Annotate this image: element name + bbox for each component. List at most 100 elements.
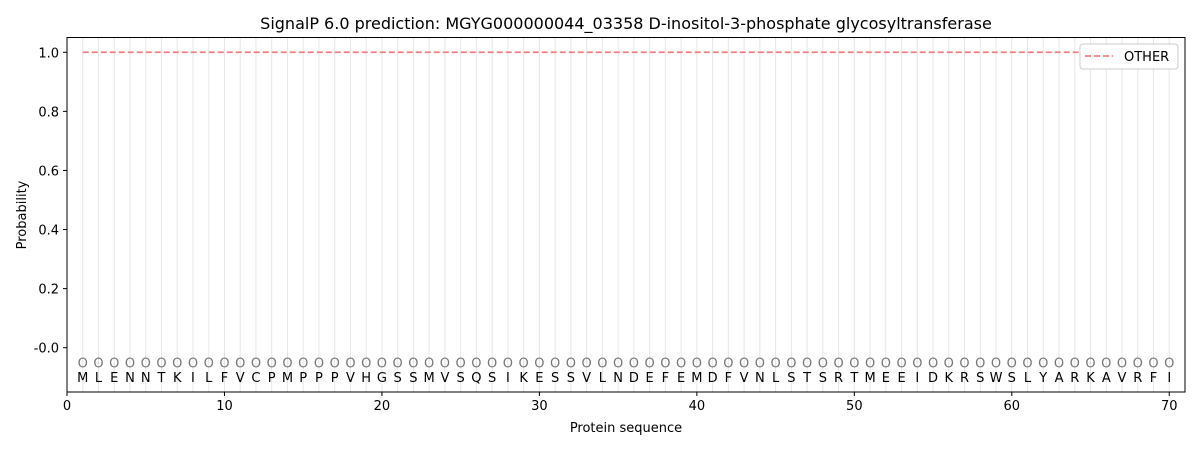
residue-label: N: [613, 371, 623, 386]
predicted-label-mark: O: [1085, 356, 1095, 371]
predicted-label-mark: O: [755, 356, 765, 371]
predicted-label-mark: O: [1038, 356, 1048, 371]
residue-label: M: [77, 371, 88, 386]
predicted-label-mark: O: [267, 356, 277, 371]
residue-label: E: [646, 371, 654, 386]
y-tick-label: 0.6: [38, 164, 59, 179]
residue-label: R: [1070, 371, 1079, 386]
residue-label: I: [1167, 371, 1171, 386]
predicted-label-mark: O: [550, 356, 560, 371]
residue-label: F: [1150, 371, 1157, 386]
residue-label: N: [125, 371, 135, 386]
x-tick-label: 60: [1004, 399, 1021, 414]
residue-label: Q: [471, 371, 481, 386]
predicted-label-mark: O: [330, 356, 340, 371]
x-tick-label: 0: [63, 399, 71, 414]
predicted-label-mark: O: [802, 356, 812, 371]
residue-label: P: [315, 371, 323, 386]
predicted-label-mark: O: [156, 356, 166, 371]
residue-label: M: [424, 371, 435, 386]
residue-label: W: [990, 371, 1003, 386]
residue-label: V: [582, 371, 591, 386]
residue-label: E: [677, 371, 685, 386]
predicted-label-mark: O: [204, 356, 214, 371]
residue-label: R: [834, 371, 843, 386]
residue-label: S: [409, 371, 417, 386]
predicted-label-mark: O: [786, 356, 796, 371]
predicted-label-mark: O: [1070, 356, 1080, 371]
predicted-label-mark: O: [1117, 356, 1127, 371]
y-tick-label: 0.2: [38, 283, 59, 298]
residue-label: T: [157, 371, 166, 386]
predicted-label-mark: O: [723, 356, 733, 371]
predicted-label-mark: O: [991, 356, 1001, 371]
y-tick-label: -0.0: [34, 342, 59, 357]
residue-label: S: [394, 371, 402, 386]
residue-label: A: [1055, 371, 1064, 386]
residue-label: E: [535, 371, 543, 386]
x-tick-label: 40: [689, 399, 706, 414]
predicted-label-mark: O: [282, 356, 292, 371]
residue-label: S: [567, 371, 575, 386]
predicted-label-mark: O: [912, 356, 922, 371]
predicted-label-mark: O: [487, 356, 497, 371]
residue-label: P: [268, 371, 276, 386]
legend-other-label: OTHER: [1124, 50, 1169, 65]
predicted-label-mark: O: [408, 356, 418, 371]
predicted-label-mark: O: [78, 356, 88, 371]
residue-label: M: [691, 371, 702, 386]
residue-label: N: [755, 371, 765, 386]
predicted-label-mark: O: [707, 356, 717, 371]
predicted-label-mark: O: [251, 356, 261, 371]
residue-label: H: [361, 371, 371, 386]
residue-label: M: [282, 371, 293, 386]
predicted-label-mark: O: [424, 356, 434, 371]
residue-label: E: [110, 371, 118, 386]
predicted-label-mark: O: [393, 356, 403, 371]
residue-label: D: [629, 371, 639, 386]
y-tick-label: 1.0: [38, 46, 59, 61]
plot-frame: [66, 37, 1186, 393]
residue-label: L: [1024, 371, 1032, 386]
residue-label: L: [772, 371, 780, 386]
predicted-label-mark: O: [503, 356, 513, 371]
residue-label: P: [299, 371, 307, 386]
predicted-label-mark: O: [519, 356, 529, 371]
x-tick-label: 50: [846, 399, 863, 414]
predicted-label-mark: O: [1133, 356, 1143, 371]
residue-label: Y: [1038, 371, 1047, 386]
residue-label: N: [141, 371, 151, 386]
predicted-label-mark: O: [629, 356, 639, 371]
predicted-label-mark: O: [345, 356, 355, 371]
predicted-label-mark: O: [235, 356, 245, 371]
predicted-label-mark: O: [361, 356, 371, 371]
predicted-label-mark: O: [109, 356, 119, 371]
y-axis-label: Probability: [15, 180, 30, 249]
residue-label: S: [488, 371, 496, 386]
residue-label: V: [440, 371, 449, 386]
residue-label: S: [1008, 371, 1016, 386]
y-tick-label: 0.4: [38, 224, 59, 239]
y-tick-label: 0.8: [38, 105, 59, 120]
predicted-label-mark: O: [692, 356, 702, 371]
x-tick-label: 70: [1161, 399, 1178, 414]
predicted-label-mark: O: [471, 356, 481, 371]
predicted-label-mark: O: [928, 356, 938, 371]
predicted-label-mark: O: [770, 356, 780, 371]
residue-label: V: [236, 371, 245, 386]
residue-label: K: [1086, 371, 1095, 386]
residue-label: S: [976, 371, 984, 386]
predicted-label-mark: O: [645, 356, 655, 371]
residue-label: K: [173, 371, 182, 386]
predicted-label-mark: O: [566, 356, 576, 371]
predicted-label-mark: O: [959, 356, 969, 371]
residue-label: V: [740, 371, 749, 386]
residue-label: K: [519, 371, 528, 386]
predicted-label-mark: O: [377, 356, 387, 371]
predicted-label-mark: O: [676, 356, 686, 371]
residue-label: S: [787, 371, 795, 386]
predicted-label-mark: O: [1007, 356, 1017, 371]
residue-label: D: [928, 371, 938, 386]
predicted-label-mark: O: [865, 356, 875, 371]
